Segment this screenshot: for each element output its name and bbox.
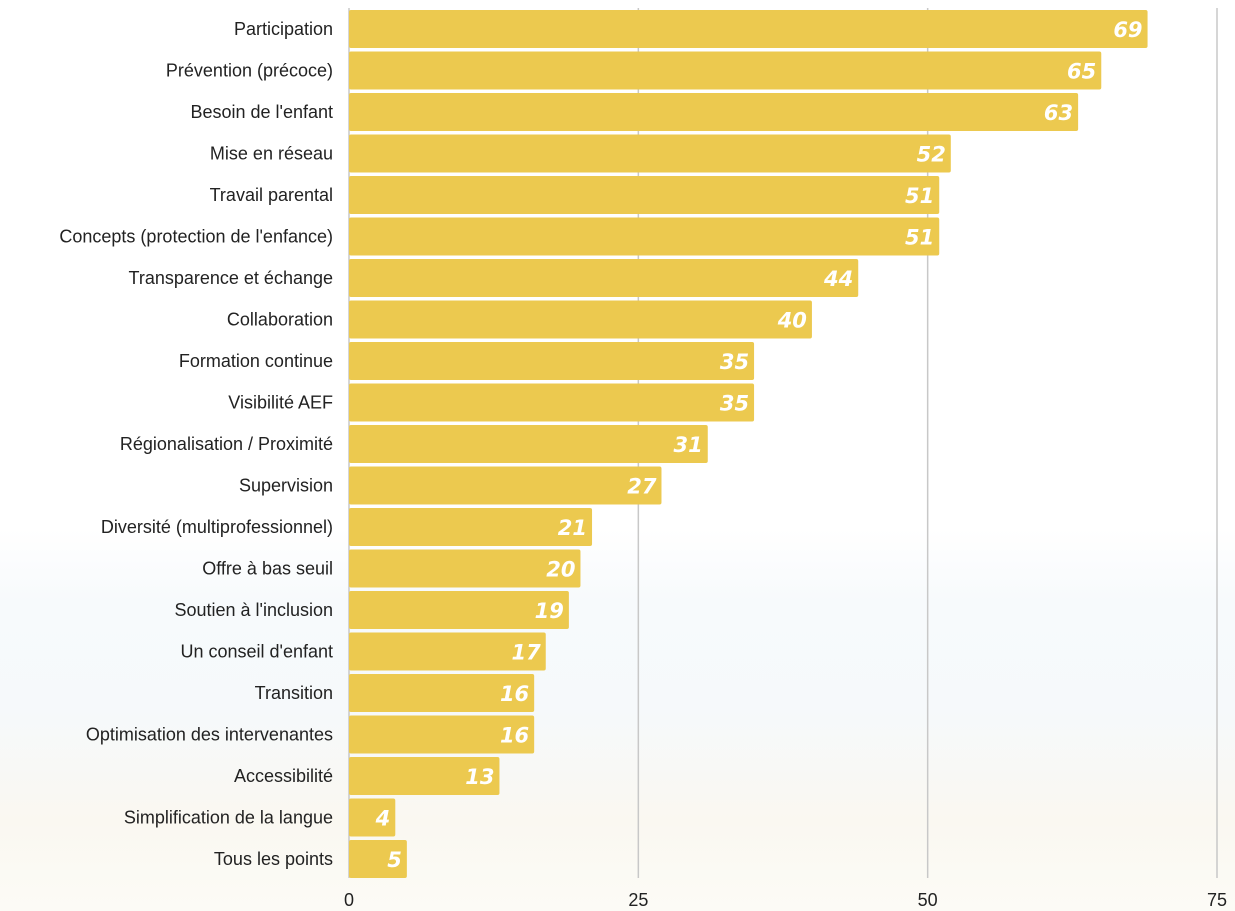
bar (349, 674, 535, 712)
bar-value-label: 17 (512, 641, 542, 665)
category-label: Supervision (239, 476, 333, 496)
category-label: Tous les points (214, 849, 333, 869)
category-label: Régionalisation / Proximité (120, 434, 333, 454)
bar-value-label: 16 (500, 724, 529, 748)
bar (349, 217, 940, 256)
bar-value-label: 27 (627, 475, 657, 499)
category-label: Offre à bas seuil (202, 559, 333, 579)
bar-value-label: 35 (720, 350, 749, 374)
bar (349, 342, 755, 380)
bar-value-label: 51 (905, 226, 934, 250)
bar (349, 798, 396, 837)
category-label: Simplification de la langue (124, 808, 333, 828)
bar-value-label: 20 (546, 558, 575, 582)
bar (349, 549, 581, 588)
bar (349, 10, 1148, 48)
x-tick-label: 75 (1207, 890, 1227, 910)
bar-value-label: 65 (1067, 60, 1096, 84)
category-label: Visibilité AEF (228, 393, 333, 413)
category-label: Travail parental (210, 185, 333, 205)
bar-value-label: 21 (558, 516, 587, 540)
bar (349, 300, 812, 339)
bar (349, 176, 940, 214)
category-label: Collaboration (227, 310, 333, 330)
bar-value-label: 52 (917, 143, 946, 167)
bar (349, 715, 535, 754)
bar-value-label: 16 (500, 682, 529, 706)
category-label: Formation continue (179, 351, 333, 371)
x-tick-label: 0 (344, 890, 354, 910)
bar-value-label: 35 (720, 392, 749, 416)
category-label: Optimisation des intervenantes (86, 725, 333, 745)
bar (349, 134, 951, 173)
bar (349, 425, 708, 463)
bar-value-label: 40 (777, 309, 807, 333)
category-label: Un conseil d'enfant (180, 642, 333, 662)
bar (349, 757, 500, 795)
bar (349, 840, 407, 878)
bar (349, 591, 569, 629)
category-label: Diversité (multiprofessionnel) (101, 517, 333, 537)
category-label: Prévention (précoce) (166, 61, 333, 81)
x-tick-label: 25 (628, 890, 648, 910)
bar-value-label: 44 (823, 267, 853, 291)
bar (349, 383, 755, 422)
bar-value-label: 5 (387, 848, 402, 872)
category-label: Accessibilité (234, 766, 333, 786)
category-label: Participation (234, 19, 333, 39)
bar-value-label: 63 (1044, 101, 1073, 125)
bar (349, 259, 859, 297)
bar (349, 632, 546, 671)
bar (349, 51, 1102, 90)
bar-value-label: 13 (465, 765, 494, 789)
category-label: Concepts (protection de l'enfance) (59, 227, 333, 247)
bar-value-label: 31 (674, 433, 703, 457)
bar-value-label: 4 (375, 807, 391, 831)
category-label: Transition (255, 683, 333, 703)
x-tick-label: 50 (918, 890, 938, 910)
bar-value-label: 69 (1113, 18, 1142, 42)
bar-value-label: 51 (905, 184, 934, 208)
bar (349, 466, 662, 505)
category-label: Besoin de l'enfant (190, 102, 333, 122)
category-label: Soutien à l'inclusion (174, 600, 333, 620)
bar (349, 93, 1079, 131)
category-labels: Participation Prévention (précoce) Besoin … (59, 19, 333, 869)
bar (349, 508, 593, 546)
category-label: Transparence et échange (129, 268, 333, 288)
bar-value-label: 19 (535, 599, 564, 623)
category-label: Mise en réseau (210, 144, 333, 164)
x-axis-ticks: 0 25 50 75 (344, 890, 1227, 910)
